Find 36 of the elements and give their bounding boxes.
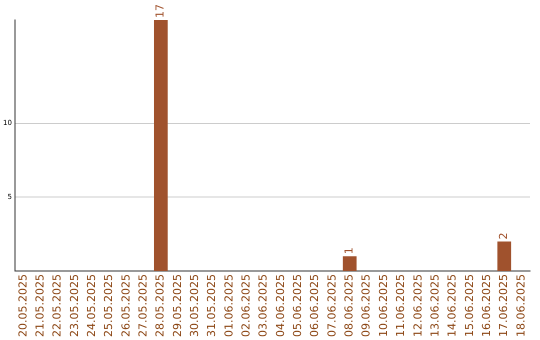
- x-tick-label: 05.06.2025: [291, 274, 304, 338]
- x-tick-label: 04.06.2025: [274, 274, 287, 338]
- x-tick-label: 16.06.2025: [480, 274, 493, 338]
- x-tick-label: 23.05.2025: [68, 274, 81, 338]
- bar: [497, 241, 512, 272]
- x-tick-label: 15.06.2025: [462, 274, 476, 338]
- bar: [154, 20, 168, 272]
- x-tick-label: 29.05.2025: [170, 274, 184, 338]
- x-tick-label: 28.05.2025: [154, 274, 167, 338]
- x-tick-label: 25.05.2025: [102, 274, 116, 338]
- x-tick-label: 03.06.2025: [256, 274, 270, 338]
- data-label: 1: [342, 247, 356, 254]
- x-tick-label: 31.05.2025: [205, 274, 218, 338]
- x-tick-label: 01.06.2025: [222, 274, 236, 338]
- x-tick-label: 08.06.2025: [342, 274, 356, 338]
- x-tick-label: 06.06.2025: [308, 274, 322, 338]
- x-tick-label: 27.05.2025: [136, 274, 150, 338]
- x-tick-label: 13.06.2025: [428, 274, 442, 338]
- data-label: 2: [497, 232, 510, 240]
- x-tick-label: 22.05.2025: [50, 274, 64, 338]
- x-tick-label: 09.06.2025: [360, 274, 373, 338]
- x-tick-label: 26.05.2025: [119, 274, 132, 338]
- x-tick-label: 24.05.2025: [85, 274, 98, 338]
- x-tick-label: 12.06.2025: [411, 274, 424, 338]
- data-label: 17: [154, 4, 167, 18]
- x-tick-label: 18.06.2025: [514, 274, 528, 338]
- bar: [342, 256, 357, 272]
- x-tick-label: 02.06.2025: [240, 274, 253, 338]
- x-tick-label: 17.06.2025: [497, 274, 510, 338]
- x-tick-label: 21.05.2025: [34, 274, 47, 338]
- x-tick-label: 20.05.2025: [16, 274, 30, 338]
- x-tick-label: 14.06.2025: [446, 274, 459, 338]
- x-tick-label: 11.06.2025: [394, 274, 408, 338]
- x-tick-label: 10.06.2025: [376, 274, 390, 338]
- x-tick-label: 07.06.2025: [325, 274, 338, 338]
- x-tick-label: 30.05.2025: [188, 274, 202, 338]
